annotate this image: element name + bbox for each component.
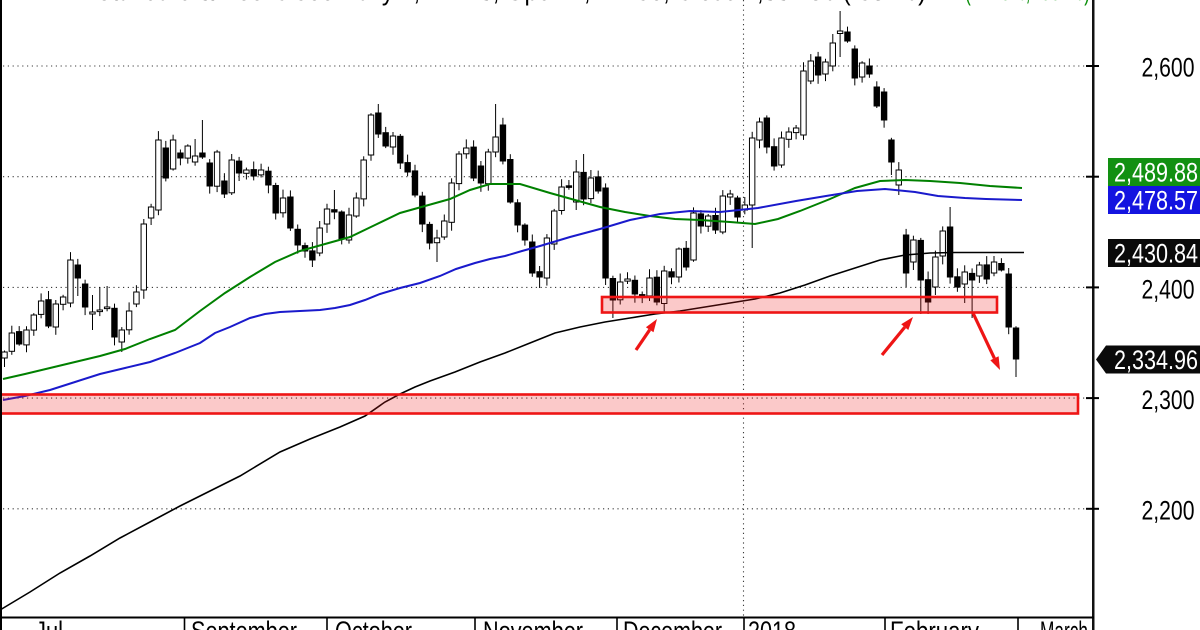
svg-text:October: October [335,616,412,630]
svg-text:November: November [483,616,583,630]
svg-text:2,400: 2,400 [1142,275,1195,305]
svg-text:2,200: 2,200 [1142,496,1195,526]
svg-text:2,300: 2,300 [1142,385,1195,415]
svg-text:Jul: Jul [35,616,63,630]
svg-text:2018: 2018 [748,616,796,630]
svg-text:December: December [623,616,722,630]
svg-text:(-2.43%, -58.26): (-2.43%, -58.26) [965,0,1090,6]
svg-text:Standard & Poor's 500 Daily 2,: Standard & Poor's 500 Daily 2,412.43, Op… [96,0,926,6]
svg-text:March: March [1040,616,1088,630]
svg-text:2,489.88: 2,489.88 [1114,158,1198,188]
svg-text:2,600: 2,600 [1142,53,1195,83]
svg-text:2,430.84: 2,430.84 [1114,239,1198,269]
svg-text:February: February [890,616,979,630]
svg-text:2,334.96: 2,334.96 [1114,345,1198,375]
svg-text:2,478.57: 2,478.57 [1114,186,1198,216]
svg-text:September: September [191,616,297,630]
